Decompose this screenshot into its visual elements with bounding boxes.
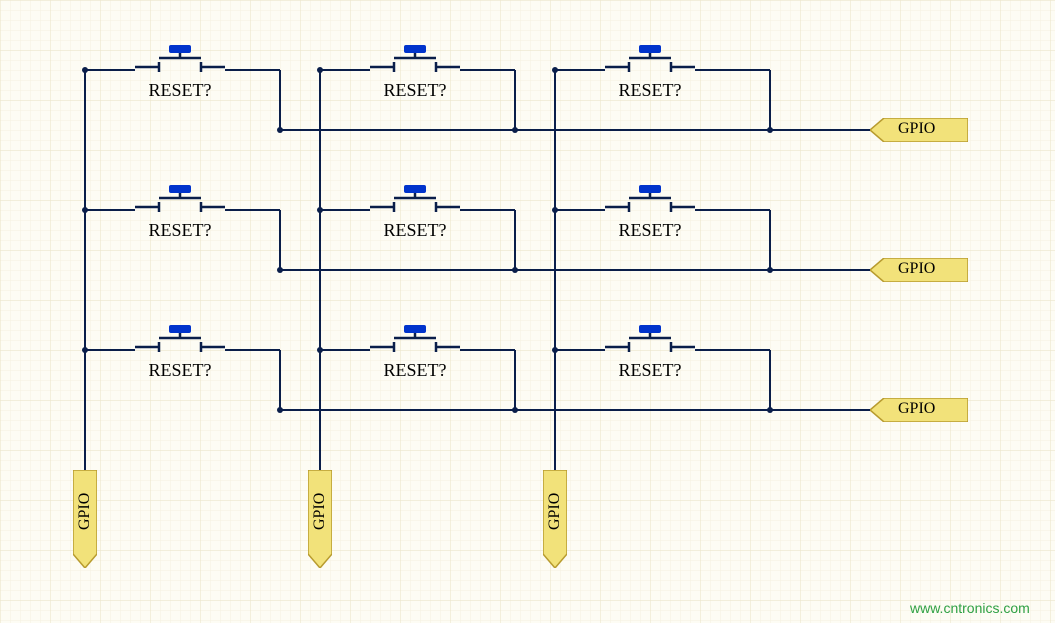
gpio-label: GPIO (546, 493, 564, 530)
wire (225, 209, 280, 212)
wire (84, 70, 87, 470)
push-button (605, 325, 695, 355)
wire (460, 349, 515, 352)
gpio-label: GPIO (898, 260, 935, 278)
gpio-label: GPIO (898, 400, 935, 418)
gpio-port: GPIO (543, 470, 567, 568)
gpio-port: GPIO (308, 470, 332, 568)
push-button (605, 45, 695, 75)
gpio-port: GPIO (870, 398, 968, 422)
wire (279, 210, 282, 270)
wire (280, 269, 870, 272)
junction (552, 67, 558, 73)
button-label: RESET? (619, 220, 682, 241)
junction (82, 347, 88, 353)
wire (460, 69, 515, 72)
wire (320, 349, 370, 352)
gpio-port: GPIO (870, 258, 968, 282)
junction (82, 207, 88, 213)
wire (85, 69, 135, 72)
wire (85, 209, 135, 212)
gpio-label: GPIO (76, 493, 94, 530)
junction (317, 67, 323, 73)
junction (317, 207, 323, 213)
wire (280, 129, 870, 132)
wire (85, 349, 135, 352)
wire (555, 209, 605, 212)
wire (514, 210, 517, 270)
wire (320, 69, 370, 72)
wire (695, 349, 770, 352)
wire (514, 350, 517, 410)
wire (695, 209, 770, 212)
junction (82, 67, 88, 73)
junction (552, 207, 558, 213)
watermark: www.cntronics.com (910, 600, 1030, 616)
wire (695, 69, 770, 72)
wire (460, 209, 515, 212)
button-label: RESET? (619, 360, 682, 381)
junction (317, 347, 323, 353)
wire (279, 70, 282, 130)
gpio-port: GPIO (73, 470, 97, 568)
button-label: RESET? (384, 220, 447, 241)
button-label: RESET? (384, 80, 447, 101)
button-label: RESET? (149, 220, 212, 241)
wire (225, 349, 280, 352)
gpio-label: GPIO (898, 120, 935, 138)
button-label: RESET? (149, 360, 212, 381)
push-button (135, 325, 225, 355)
gpio-label: GPIO (311, 493, 329, 530)
wire (769, 350, 772, 410)
junction (552, 347, 558, 353)
wire (555, 69, 605, 72)
push-button (605, 185, 695, 215)
push-button (370, 45, 460, 75)
wire (514, 70, 517, 130)
push-button (370, 325, 460, 355)
wire (279, 350, 282, 410)
button-label: RESET? (149, 80, 212, 101)
button-label: RESET? (384, 360, 447, 381)
gpio-port: GPIO (870, 118, 968, 142)
push-button (135, 45, 225, 75)
push-button (135, 185, 225, 215)
button-label: RESET? (619, 80, 682, 101)
wire (225, 69, 280, 72)
wire (320, 209, 370, 212)
wire (769, 210, 772, 270)
wire (280, 409, 870, 412)
wire (769, 70, 772, 130)
push-button (370, 185, 460, 215)
wire (555, 349, 605, 352)
